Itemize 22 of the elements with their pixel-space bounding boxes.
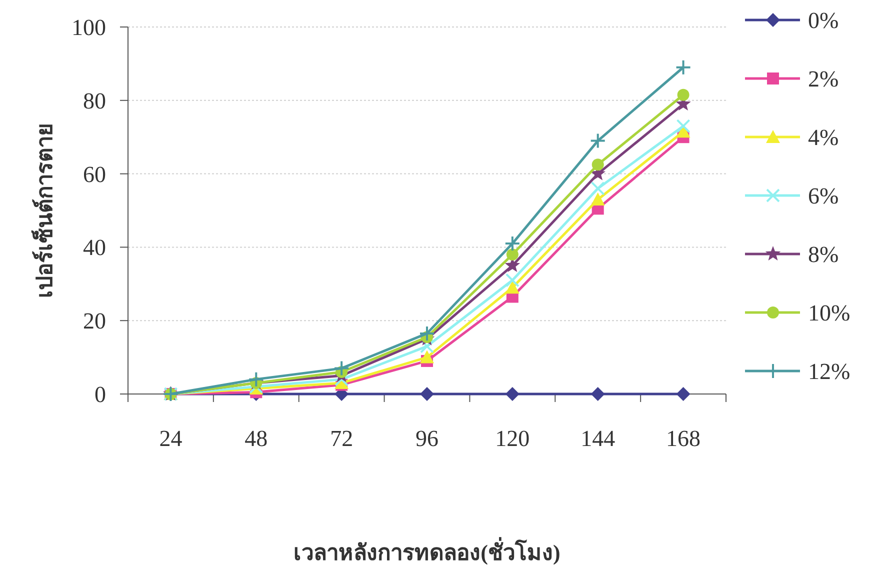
x-tick-label: 120 <box>495 426 530 451</box>
x-tick-label: 48 <box>244 426 268 451</box>
legend-label: 6% <box>808 184 839 208</box>
legend-label: 0% <box>808 8 839 33</box>
y-tick-label: 0 <box>94 382 106 407</box>
legend-label: 4% <box>808 125 839 150</box>
x-tick-label: 72 <box>330 426 354 451</box>
y-tick-label: 20 <box>83 308 106 334</box>
x-axis-title: เวลาหลังการทดลอง(ชั่วโมง) <box>294 536 560 565</box>
legend-label: 8% <box>808 242 839 267</box>
x-tick-label: 24 <box>159 426 183 451</box>
x-tick-label: 96 <box>416 426 438 451</box>
legend-label: 12% <box>808 359 850 384</box>
x-tick-label: 144 <box>580 426 616 451</box>
x-tick-label: 168 <box>666 426 701 451</box>
legend-label: 10% <box>808 300 850 326</box>
y-tick-label: 60 <box>83 162 106 187</box>
y-tick-label: 40 <box>83 235 106 260</box>
y-tick-label: 100 <box>72 15 106 40</box>
legend-label: 2% <box>808 66 839 92</box>
y-tick-label: 80 <box>83 88 106 114</box>
y-axis-title: เปอร์เซ็นต์การตาย <box>30 123 57 298</box>
